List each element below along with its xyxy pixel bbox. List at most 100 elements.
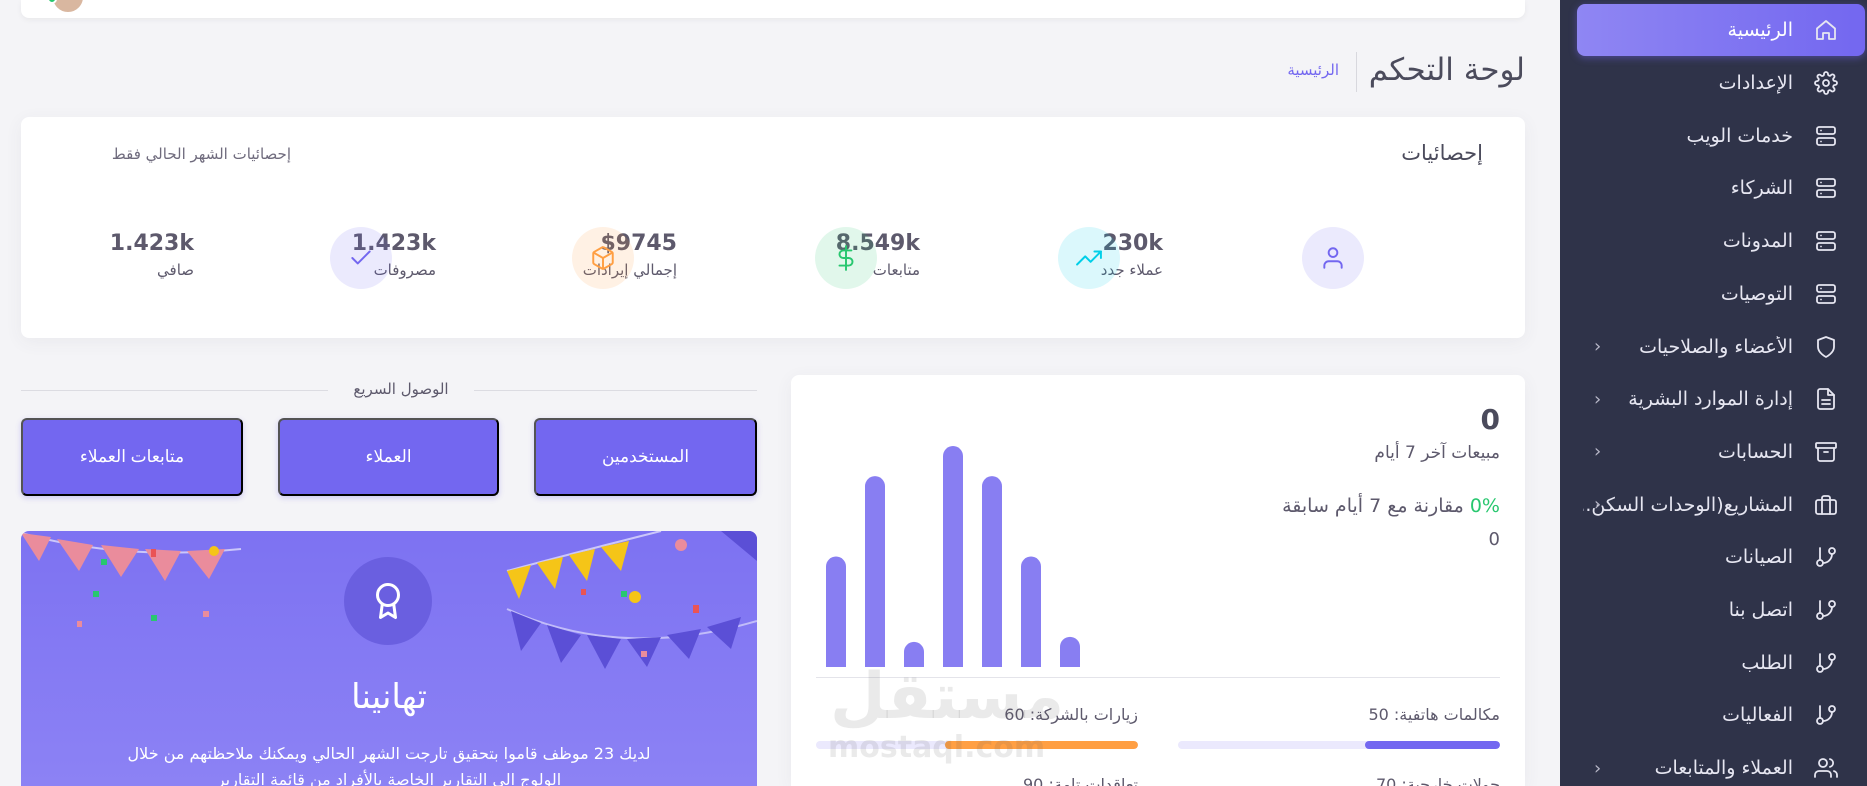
metric-progress-track <box>1178 741 1500 749</box>
chart-bar-3 <box>943 446 963 677</box>
stat-label: صافي <box>157 261 194 279</box>
chart-bar-5 <box>1021 556 1041 677</box>
sidebar-item-label: اتصل بنا <box>1728 599 1793 621</box>
stat-value: 8.549k <box>835 231 920 256</box>
title-divider <box>1356 52 1357 92</box>
gear-icon <box>1813 70 1839 96</box>
stat-value: 230k <box>1102 231 1163 256</box>
congratulations-card: تهانينا لديك 23 موظف قاموا بتحقيق تارجت … <box>21 531 757 786</box>
quick-access-header: الوصول السريع <box>21 380 757 400</box>
chevron-left-icon: ‹ <box>1594 757 1602 779</box>
sidebar-item-0[interactable]: الرئيسية <box>1577 4 1865 56</box>
user-avatar[interactable] <box>51 0 85 14</box>
shield-icon <box>1813 334 1839 360</box>
sidebar-item-label: إدارة الموارد البشرية <box>1628 388 1793 411</box>
metric-label: جولات خارجية: 70 <box>1375 775 1500 786</box>
clients-button[interactable]: العملاء <box>278 418 499 496</box>
dollar-icon <box>815 227 877 289</box>
comparison-percent: 0% <box>1469 495 1500 517</box>
sales-divider <box>816 677 1500 678</box>
chart-bar-6 <box>1060 636 1080 677</box>
sidebar: الرئيسية الإعدادات خدمات الويب الشركاء المدو… <box>1560 0 1867 786</box>
page-title: لوحة التحكم <box>1368 52 1525 88</box>
sidebar-item-label: خدمات الويب <box>1686 124 1793 147</box>
chart-bar-4 <box>982 476 1002 677</box>
confetti-decoration <box>21 531 757 669</box>
sidebar-item-3[interactable]: الشركاء <box>1560 166 1867 210</box>
sidebar-item-label: العملاء والمتابعات <box>1654 757 1793 780</box>
sidebar-item-label: الطلب <box>1741 651 1793 674</box>
sidebar-item-label: الشركاء <box>1730 177 1793 200</box>
stat-label: إجمالي إيرادات <box>582 261 677 279</box>
sidebar-item-12[interactable]: الطلب <box>1560 641 1867 685</box>
stat-value: $9745 <box>600 231 677 256</box>
chevron-left-icon: ‹ <box>1594 388 1602 410</box>
congratulations-text: لديك 23 موظف قاموا بتحقيق تارجت الشهر ال… <box>127 744 651 786</box>
chart-baseline-mask <box>811 667 1131 685</box>
sidebar-item-label: الأعضاء والصلاحيات <box>1639 335 1793 358</box>
metric-progress-track <box>816 741 1138 749</box>
sidebar-item-11[interactable]: اتصل بنا <box>1560 588 1867 632</box>
server-icon <box>1813 123 1839 149</box>
users-icon <box>1813 755 1839 781</box>
check-icon <box>330 227 392 289</box>
git-branch-icon <box>1813 702 1839 728</box>
sidebar-item-4[interactable]: المدونات <box>1560 219 1867 263</box>
sidebar-item-10[interactable]: الصيانات <box>1560 535 1867 579</box>
sales-label: مبيعات آخر 7 أيام <box>1374 443 1500 463</box>
metric-progress-fill <box>944 741 1138 749</box>
client-followups-button[interactable]: متابعات العملاء <box>21 418 243 496</box>
sidebar-item-label: الفعاليات <box>1722 704 1793 727</box>
sidebar-item-7[interactable]: إدارة الموارد البشرية ‹ <box>1560 377 1867 421</box>
chart-bar-0 <box>826 556 846 677</box>
chevron-left-icon: ‹ <box>1594 336 1602 357</box>
server-icon <box>1813 175 1839 201</box>
chevron-left-icon: ‹ <box>1594 441 1602 463</box>
sales-bar-chart <box>811 446 1131 685</box>
sidebar-item-14[interactable]: العملاء والمتابعات ‹ <box>1560 746 1867 786</box>
sidebar-item-label: الحسابات <box>1717 440 1793 463</box>
metric-label: مكالمات هاتفية: 50 <box>1368 705 1500 724</box>
sidebar-item-2[interactable]: خدمات الويب <box>1560 114 1867 158</box>
server-icon <box>1813 228 1839 254</box>
users-button[interactable]: المستخدمين <box>534 418 757 496</box>
sidebar-item-1[interactable]: الإعدادات <box>1560 61 1867 105</box>
sidebar-item-label: الرئيسية <box>1727 19 1793 41</box>
award-icon <box>344 557 432 645</box>
top-navbar <box>21 0 1525 18</box>
sidebar-item-label: الصيانات <box>1724 546 1793 569</box>
archive-icon <box>1813 439 1839 465</box>
trending-up-icon <box>1058 227 1120 289</box>
stat-value: 1.423k <box>109 231 194 256</box>
git-branch-icon <box>1813 544 1839 570</box>
congratulations-title: تهانينا <box>351 677 427 717</box>
online-status-dot <box>47 0 57 4</box>
sidebar-item-6[interactable]: الأعضاء والصلاحيات ‹ <box>1560 325 1867 369</box>
quick-access-line-right <box>474 390 757 391</box>
sidebar-item-9[interactable]: المشاريع(الوحدات السكن... ‹ <box>1560 483 1867 527</box>
metric-progress-fill <box>1364 741 1500 749</box>
sales-total: 0 <box>1480 403 1500 436</box>
sidebar-item-8[interactable]: الحسابات ‹ <box>1560 430 1867 474</box>
sidebar-item-label: الإعدادات <box>1718 72 1793 94</box>
stat-value: 1.423k <box>351 231 436 256</box>
metric-label: تعاقدات تامة: 90 <box>1023 775 1138 786</box>
statistics-card: إحصائيات إحصائيات الشهر الحالي فقط 230k ع… <box>21 117 1525 338</box>
user-icon <box>1302 227 1364 289</box>
sidebar-item-label: المدونات <box>1722 230 1793 253</box>
quick-access-line-left <box>21 390 328 391</box>
home-icon <box>1813 17 1839 43</box>
sidebar-item-13[interactable]: الفعاليات <box>1560 693 1867 737</box>
chevron-left-icon: ‹ <box>1594 494 1602 516</box>
quick-access-title: الوصول السريع <box>353 380 449 398</box>
stat-label: عملاء جدد <box>1100 261 1163 279</box>
git-branch-icon <box>1813 650 1839 676</box>
statistics-title: إحصائيات <box>1401 141 1483 165</box>
box-icon <box>572 227 634 289</box>
sidebar-item-5[interactable]: التوصيات <box>1560 272 1867 316</box>
breadcrumb-home[interactable]: الرئيسية <box>1287 61 1339 79</box>
sales-card: 0 مبيعات آخر 7 أيام 0% مقارنة مع 7 أيام … <box>791 375 1525 786</box>
server-icon <box>1813 281 1839 307</box>
file-text-icon <box>1813 386 1839 412</box>
sidebar-item-label: المشاريع(الوحدات السكن... <box>1583 493 1793 516</box>
